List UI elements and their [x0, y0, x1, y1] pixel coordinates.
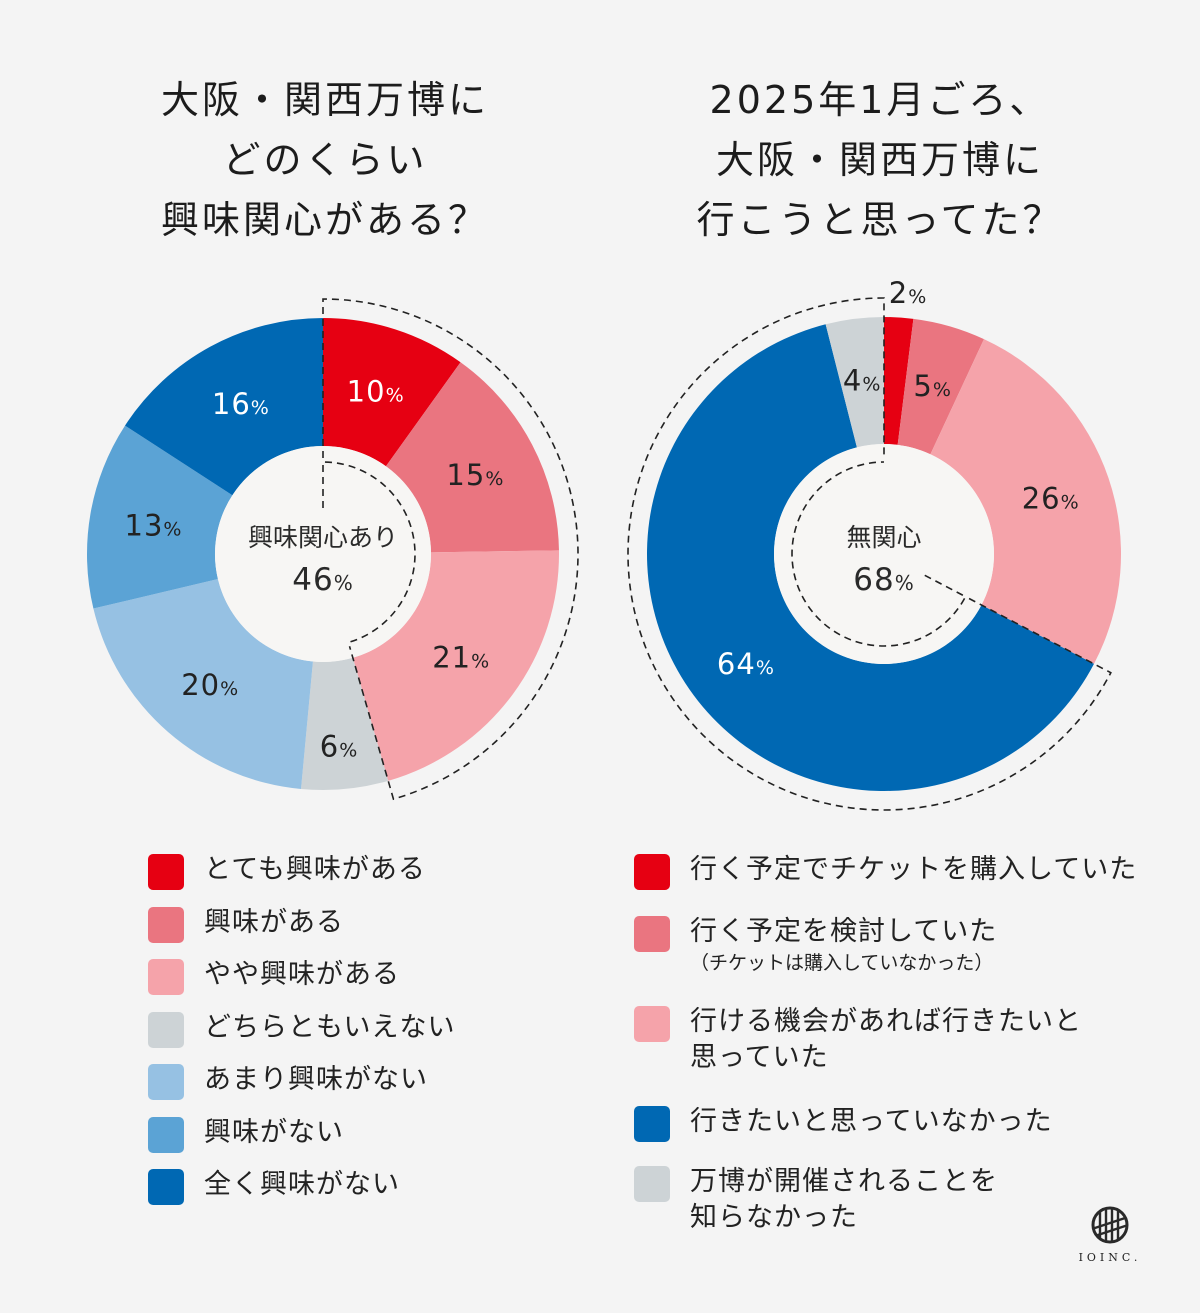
- donut-slice: [897, 318, 984, 455]
- chart-title-left: 大阪・関西万博に どのくらい 興味関心がある？: [90, 70, 560, 250]
- donut-slice: [301, 657, 389, 791]
- slice-value-label: 2%: [889, 276, 928, 310]
- title-line: どのくらい: [222, 138, 428, 182]
- donut-slice: [884, 317, 914, 445]
- legend-label: 行く予定でチケットを購入していた: [690, 852, 1137, 888]
- legend-item: 行く予定でチケットを購入していた: [634, 852, 1154, 914]
- legend-item: どちらともいえない: [148, 1010, 578, 1063]
- legend-sublabel: （チケットは購入していなかった）: [690, 952, 994, 974]
- donut-slice: [930, 339, 1121, 664]
- legend-label: 全く興味がない: [204, 1169, 400, 1200]
- legend-swatch: [148, 906, 184, 943]
- legend-swatch: [634, 1166, 670, 1202]
- chart-title-right: 2025年1月ごろ、 大阪・関西万博に 行こうと思ってた？: [650, 70, 1110, 250]
- legend-swatch: [148, 1169, 184, 1205]
- legend-label: 万博が開催されることを 知らなかった: [690, 1164, 998, 1236]
- legend-swatch: [148, 959, 184, 995]
- center-label: 無関心: [846, 523, 921, 552]
- center-label: 興味関心あり: [248, 523, 398, 552]
- center-value: 68%: [853, 562, 914, 598]
- slice-value-label: 13%: [125, 509, 183, 543]
- donut-center: [774, 444, 994, 664]
- donut-slice: [125, 318, 323, 496]
- slice-value-label: 20%: [181, 668, 239, 702]
- donut-slice: [385, 362, 559, 553]
- legend-swatch: [148, 854, 184, 890]
- center-value: 46%: [292, 562, 353, 598]
- legend-label: あまり興味がない: [204, 1064, 428, 1095]
- legend-item: とても興味がある: [148, 852, 578, 905]
- legend-item: 行く予定を検討していた （チケットは購入していなかった）: [634, 914, 1154, 1004]
- donut-slice: [352, 550, 559, 781]
- title-line: 2025年1月ごろ、: [709, 78, 1051, 122]
- logo-text: IOINC.: [1078, 1251, 1142, 1264]
- legend-line: 行ける機会があれば行きたいと: [690, 1006, 1082, 1037]
- highlight-bracket-outer: [322, 298, 579, 801]
- slice-value-label: 64%: [717, 647, 775, 681]
- legend-item: 興味がない: [148, 1115, 578, 1168]
- title-line: 興味関心がある？: [160, 198, 489, 242]
- legend-item: 全く興味がない: [148, 1167, 578, 1220]
- slice-value-label: 16%: [212, 387, 270, 421]
- legend-line: 行きたいと思っていなかった: [690, 1106, 1053, 1137]
- legend-item: やや興味がある: [148, 957, 578, 1010]
- legend-swatch: [148, 1116, 184, 1153]
- legend-label: 興味がない: [204, 1116, 344, 1148]
- legend-label: 行ける機会があれば行きたいと 思っていた: [690, 1004, 1082, 1076]
- legend-item: 興味がある: [148, 905, 578, 958]
- title-line: 大阪・関西万博に: [160, 78, 489, 122]
- title-line: 行こうと思ってた？: [696, 198, 1064, 242]
- slice-value-label: 6%: [320, 729, 359, 763]
- slice-value-label: 5%: [913, 369, 952, 403]
- legend-item: 行ける機会があれば行きたいと 思っていた: [634, 1004, 1154, 1104]
- legend-label: やや興味がある: [204, 959, 400, 990]
- slice-value-label: 21%: [432, 640, 490, 674]
- slice-value-label: 10%: [347, 374, 405, 408]
- slice-value-label: 4%: [843, 363, 882, 397]
- company-logo: IOINC.: [1070, 1205, 1150, 1264]
- legend-swatch: [634, 1106, 670, 1142]
- legend-line: 行く予定を検討していた: [690, 916, 998, 947]
- logo-mark-icon: [1091, 1206, 1129, 1244]
- legend-right: 行く予定でチケットを購入していた 行く予定を検討していた （チケットは購入していな…: [634, 852, 1154, 1244]
- highlight-bracket-inner: [791, 461, 967, 647]
- slice-value-label: 15%: [446, 458, 504, 492]
- legend-swatch: [634, 1006, 670, 1042]
- donut-slice: [87, 425, 233, 609]
- legend-label: 興味がある: [204, 906, 344, 938]
- legend-line: 行く予定でチケットを購入していた: [690, 854, 1138, 885]
- legend-line: 思っていた: [690, 1042, 829, 1073]
- legend-label: どちらともいえない: [204, 1011, 456, 1043]
- legend-left: とても興味がある 興味がある やや興味がある どちらともいえない あまり興味がな…: [148, 852, 578, 1220]
- donut-slice: [825, 317, 884, 448]
- legend-item: 万博が開催されることを 知らなかった: [634, 1164, 1154, 1244]
- legend-label: とても興味がある: [204, 854, 426, 885]
- title-line: 大阪・関西万博に: [715, 138, 1044, 182]
- legend-swatch: [148, 1011, 184, 1048]
- donut-slice: [323, 318, 461, 467]
- legend-item: あまり興味がない: [148, 1062, 578, 1115]
- legend-swatch: [148, 1064, 184, 1100]
- donut-slice: [647, 324, 1094, 792]
- highlight-bracket-outer: [627, 297, 1112, 811]
- legend-swatch: [634, 854, 670, 890]
- legend-label: 行きたいと思っていなかった: [690, 1104, 1053, 1140]
- donut-slice: [93, 578, 313, 789]
- slice-value-label: 26%: [1022, 482, 1080, 516]
- legend-item: 行きたいと思っていなかった: [634, 1104, 1154, 1164]
- legend-line: 知らなかった: [690, 1202, 858, 1233]
- legend-swatch: [634, 916, 670, 952]
- legend-label: 行く予定を検討していた （チケットは購入していなかった）: [690, 914, 997, 976]
- highlight-bracket-inner: [322, 461, 416, 644]
- donut-center: [215, 446, 431, 662]
- legend-line: 万博が開催されることを: [690, 1166, 998, 1197]
